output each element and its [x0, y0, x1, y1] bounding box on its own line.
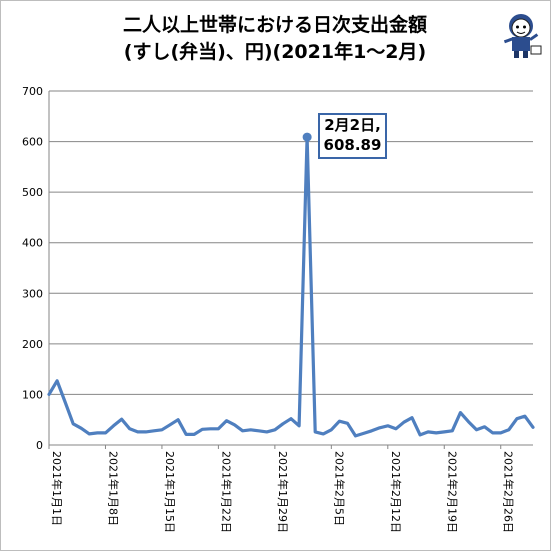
x-tick-label: 2021年1月1日: [50, 451, 64, 526]
x-tick-label: 2021年2月19日: [445, 451, 459, 533]
x-tick-label: 2021年1月8日: [106, 451, 120, 526]
x-tick-label: 2021年1月22日: [219, 451, 233, 533]
mascot-illustration: [503, 14, 542, 58]
x-tick-label: 2021年2月26日: [502, 451, 516, 533]
y-tick-label: 100: [22, 388, 43, 401]
x-tick-label: 2021年2月5日: [332, 451, 346, 526]
y-tick-labels: 0 100 200 300 400 500 600 700: [22, 85, 43, 452]
chart-title-line1: 二人以上世帯における日次支出金額: [122, 14, 427, 36]
x-tick-label: 2021年2月12日: [389, 451, 403, 533]
x-tick-label: 2021年1月29日: [276, 451, 290, 533]
y-tick-label: 400: [22, 237, 43, 250]
x-tick-labels: 2021年1月1日 2021年1月8日 2021年1月15日 2021年1月22日 20…: [48, 445, 516, 533]
y-tick-label: 300: [22, 287, 43, 300]
peak-marker: [302, 132, 312, 142]
y-tick-label: 0: [36, 439, 43, 452]
chart-title: 二人以上世帯における日次支出金額 (すし(弁当)、円)(2021年1〜2月): [40, 12, 510, 66]
y-tick-label: 600: [22, 136, 43, 149]
y-tick-label: 500: [22, 186, 43, 199]
y-tick-label: 700: [22, 85, 43, 98]
x-tick-label: 2021年1月15日: [163, 451, 177, 533]
callout-value: 608.89: [323, 136, 382, 154]
y-tick-label: 200: [22, 338, 43, 351]
peak-callout: 2月2日, 608.89: [318, 113, 387, 159]
series-line: [47, 135, 535, 438]
chart-title-line2: (すし(弁当)、円)(2021年1〜2月): [123, 41, 427, 63]
gridlines: [49, 90, 533, 395]
callout-date: 2月2日,: [324, 116, 381, 134]
